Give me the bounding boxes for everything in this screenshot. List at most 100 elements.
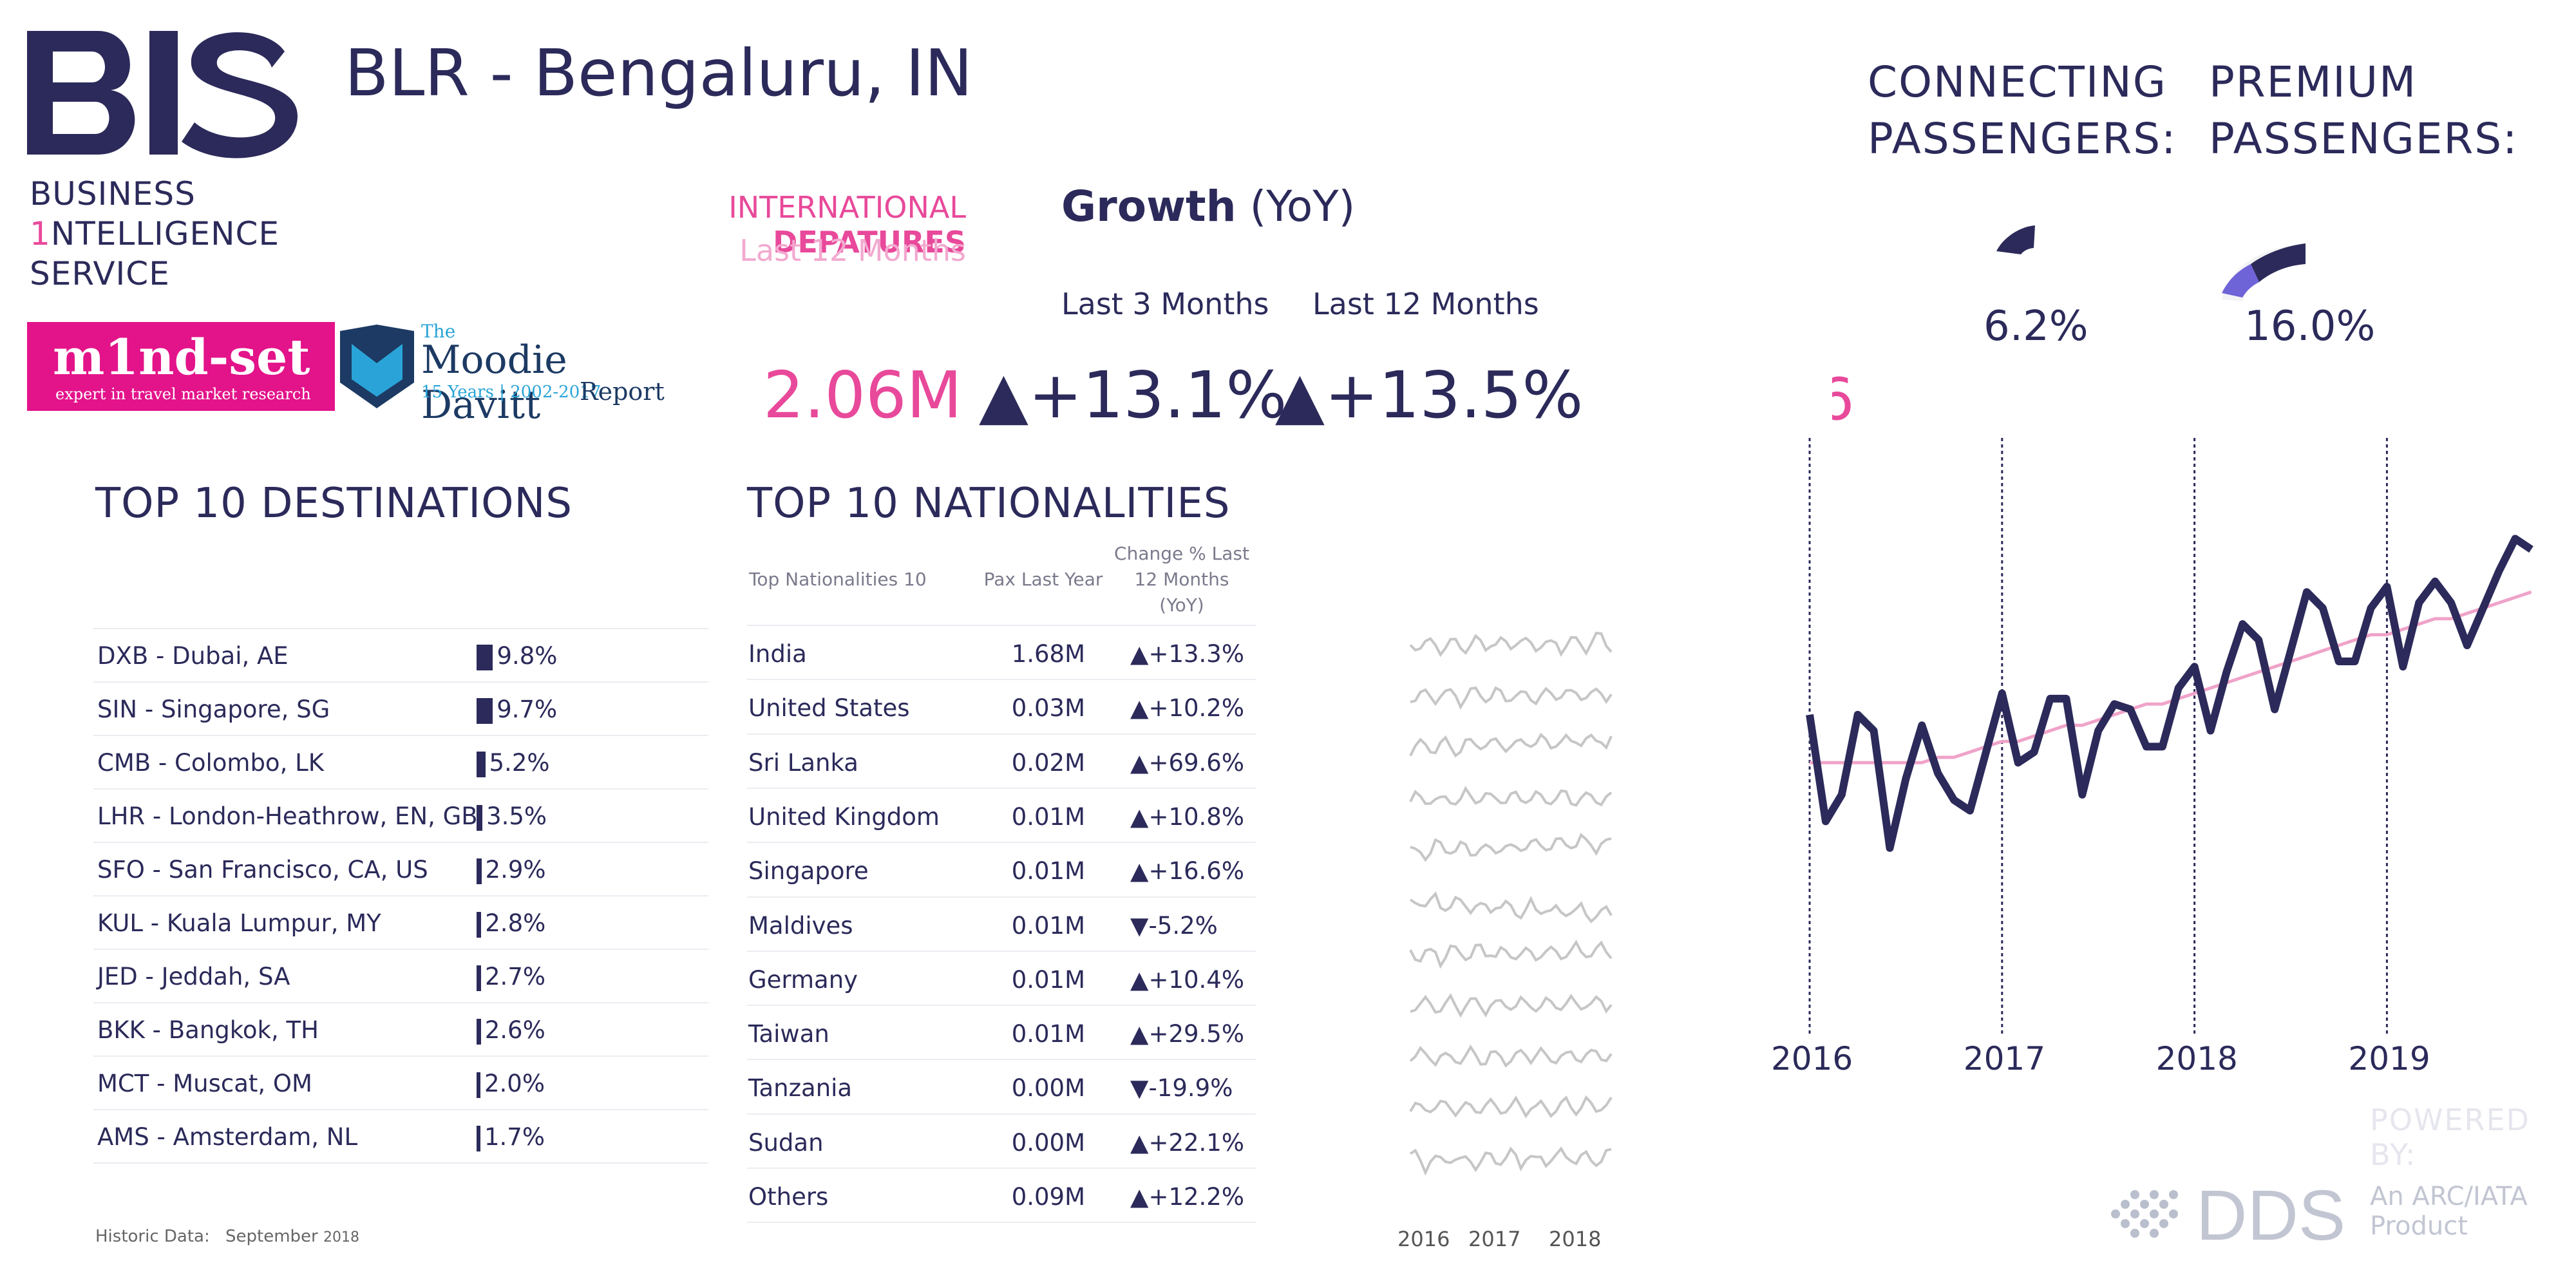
growth-title-main: Growth [1061,182,1236,231]
logo-accent-letter: 1 [30,215,51,252]
destination-value: 5.2% [489,749,550,777]
growth-last12-value: ▲+13.5% [1275,357,1584,433]
mindset-name: m1nd-set [53,328,310,386]
nationality-change: ▲+22.1% [1130,1128,1244,1157]
moodie-years: 15 Years | 2002-2017 [421,383,601,402]
sparkline [1409,786,1613,807]
sparkline [1409,631,1613,658]
powered-by-label: POWERED BY: [2370,1103,2530,1172]
nationality-row: United States 0.03M ▲+10.2% [747,679,1256,734]
destination-value: 2.9% [485,856,546,884]
nationality-row: Germany 0.01M ▲+10.4% [747,950,1256,1006]
destination-name: CMB - Colombo, LK [97,749,324,777]
growth-last3-value: ▲+13.1% [979,357,1287,433]
sparkline [1410,686,1613,710]
logo-subtitle-line1: BUSINESS [30,175,196,213]
nationality-name: Others [748,1183,829,1211]
nationality-pax: 0.00M [1011,1128,1085,1157]
nationality-change: ▲+12.2% [1130,1183,1244,1211]
moodie-davitt-logo: The Moodie Davitt 15 Years | 2002-2017 R… [340,318,665,428]
destination-value: 2.7% [485,963,546,990]
nationality-change: ▼-19.9% [1130,1074,1233,1103]
nationality-change: ▲+10.4% [1130,965,1244,994]
destination-value: 1.7% [484,1123,545,1151]
destination-row: JED - Jeddah, SA 2.7% [93,949,708,1003]
sparkline-axis: 2016 2017 2018 [1391,1227,1623,1259]
connecting-value: 6.2% [1984,303,2088,350]
departures-sublabel: Last 12 Months [739,233,966,268]
sparkline [1409,1095,1613,1119]
moodie-report: Report [580,377,665,406]
connecting-title-line2: PASSENGERS: [1868,114,2177,164]
dds-dot [2111,1209,2120,1218]
x-tick-label: 2018 [2155,1040,2238,1077]
dds-dot [2121,1200,2130,1209]
sparkline [1409,1044,1613,1068]
destination-bar [477,1019,481,1045]
destinations-bottom-rule [93,1162,708,1164]
growth-title: Growth (YoY) [1061,182,1355,231]
logo-subtitle-line2: 1NTELLIGENCE [30,214,279,254]
nationality-pax: 0.09M [1011,1183,1085,1211]
nationality-name: Singapore [748,857,869,886]
destination-name: KUL - Kuala Lumpur, MY [97,909,381,937]
nat-header-change-line2: 12 Months [1134,569,1229,590]
connecting-title-line1: CONNECTING [1868,57,2167,107]
dds-dot [2150,1190,2159,1199]
dds-dot [2140,1200,2149,1209]
nat-header-change-line1: Change % Last [1114,543,1249,564]
nationality-change: ▲+29.5% [1130,1020,1244,1048]
nationality-pax: 0.01M [1011,802,1085,831]
nat-header-change-line3: (YoY) [1159,594,1204,616]
dds-dot [2140,1219,2149,1228]
destination-bar [477,1072,480,1098]
bis-logo [27,31,298,158]
destination-bar [477,912,482,938]
destination-row: DXB - Dubai, AE 9.8% [93,628,708,682]
dds-dot [2169,1209,2178,1218]
nationality-change: ▲+10.8% [1130,802,1244,831]
dds-dot [2150,1209,2159,1218]
nationality-name: United Kingdom [748,802,940,831]
nationality-row: Taiwan 0.01M ▲+29.5% [747,1005,1256,1060]
nationality-change: ▲+16.6% [1130,857,1244,886]
destination-name: LHR - London-Heathrow, EN, GB [97,802,478,830]
nationality-pax: 0.02M [1011,748,1085,777]
nationality-name: India [748,640,807,668]
destination-bar [477,805,483,831]
moodie-emblem-icon [340,325,414,408]
truncated-value: 6 [1817,366,1855,433]
spark-axis-2017: 2017 [1468,1227,1521,1251]
spark-axis-2018: 2018 [1549,1227,1602,1251]
dds-subtitle-line2: Product [2370,1211,2468,1241]
destination-name: BKK - Bangkok, TH [97,1016,319,1044]
x-tick-label: 2016 [1771,1040,1853,1077]
premium-gauge [2222,243,2306,301]
destination-value: 3.5% [486,802,547,830]
series-line-main [1806,535,2533,852]
logo-subtitle-rest: NTELLIGENCE [50,215,280,252]
dds-dot [2159,1200,2168,1209]
growth-last12-label: Last 12 Months [1312,287,1539,321]
destination-name: AMS - Amsterdam, NL [97,1123,358,1151]
nationality-name: Sudan [748,1128,824,1157]
nationality-name: United States [748,694,910,723]
dds-logo-text: DDS [2196,1179,2345,1249]
destination-row: MCT - Muscat, OM 2.0% [93,1056,708,1110]
sparkline [1410,993,1613,1018]
destination-name: DXB - Dubai, AE [97,642,289,670]
growth-last3-label: Last 3 Months [1061,287,1269,321]
destination-bar [477,752,486,777]
dds-dot [2130,1229,2139,1238]
destination-name: JED - Jeddah, SA [97,963,290,990]
destination-name: MCT - Muscat, OM [97,1070,312,1097]
destination-name: SFO - San Francisco, CA, US [97,856,428,884]
departures-value: 2.06M [763,357,962,433]
sparkline [1409,1146,1612,1176]
nationality-name: Tanzania [748,1074,853,1103]
destination-value: 2.8% [485,909,546,937]
moodie-the: The [421,321,456,342]
main-chart-axis: 2016 2017 2018 2019 [1739,1040,2576,1085]
nationalities-title: TOP 10 NATIONALITIES [747,480,1231,527]
historic-year: 2018 [323,1229,359,1245]
